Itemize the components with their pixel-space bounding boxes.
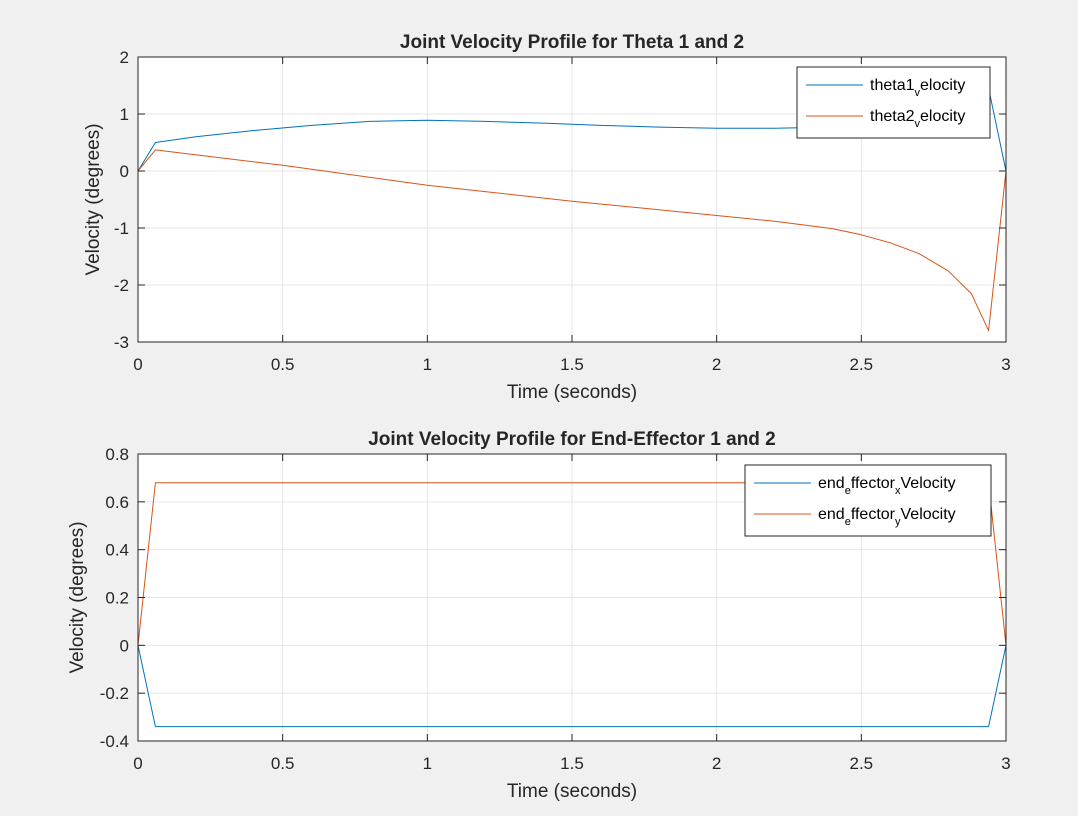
legend-text-part: end bbox=[818, 506, 845, 523]
x-tick-label: 2.5 bbox=[850, 754, 874, 773]
legend-text-part: end bbox=[818, 475, 845, 492]
legend-subscript: v bbox=[914, 87, 920, 99]
series-line-2 bbox=[137, 482, 1007, 646]
x-tick-label: 1.5 bbox=[560, 754, 584, 773]
x-tick-label: 3 bbox=[1001, 754, 1010, 773]
y-tick-label: -0.2 bbox=[100, 684, 129, 703]
subplot-1: 0 0.5 1 1.5 2 2.5 3 -3 -2 -1 0 1 2 Joint Velocity Pro… bbox=[83, 32, 1011, 403]
x-tick-label: 0.5 bbox=[271, 754, 295, 773]
y-tick-label: -2 bbox=[114, 276, 129, 295]
legend-subscript: x bbox=[895, 485, 901, 497]
y-tick-label: 2 bbox=[120, 48, 129, 67]
x-axis-label: Time (seconds) bbox=[507, 382, 637, 403]
legend-subscript: v bbox=[914, 118, 920, 130]
series-line-2 bbox=[137, 149, 1007, 332]
legend-text-part: theta1 bbox=[870, 77, 915, 94]
x-tick-label: 1.5 bbox=[560, 355, 584, 374]
legend-text-part: Velocity bbox=[901, 475, 956, 492]
legend-label-1: endeffectorxVelocity bbox=[818, 475, 956, 497]
x-tick-label: 0 bbox=[133, 355, 142, 374]
legend-text-part: ffector bbox=[851, 506, 896, 523]
y-axis-label: Velocity (degrees) bbox=[83, 123, 104, 275]
legend-text-part: elocity bbox=[920, 77, 965, 94]
y-tick-label: 0.2 bbox=[105, 589, 129, 608]
legend-text-part: elocity bbox=[920, 108, 965, 125]
legend-subscript: e bbox=[845, 485, 851, 497]
x-tick-label: 1 bbox=[423, 754, 432, 773]
x-tick-label: 1 bbox=[423, 355, 432, 374]
y-tick-label: -0.4 bbox=[100, 732, 129, 751]
y-tick-label: 0.4 bbox=[105, 541, 129, 560]
x-tick-label: 2 bbox=[712, 754, 721, 773]
x-tick-label: 0.5 bbox=[271, 355, 295, 374]
legend-text-part: ffector bbox=[851, 475, 896, 492]
legend-subscript: e bbox=[845, 516, 851, 528]
legend-label-1: theta1velocity bbox=[870, 77, 965, 99]
y-tick-label: 0.8 bbox=[105, 445, 129, 464]
legend-box bbox=[796, 66, 991, 139]
y-tick-label: 1 bbox=[120, 105, 129, 124]
y-tick-label: 0.6 bbox=[105, 493, 129, 512]
x-tick-label: 0 bbox=[133, 754, 142, 773]
legend-box bbox=[744, 464, 992, 537]
chart-title: Joint Velocity Profile for End-Effector … bbox=[368, 429, 776, 450]
y-tick-label: -3 bbox=[114, 333, 129, 352]
y-tick-label: 0 bbox=[120, 162, 129, 181]
x-tick-label: 2.5 bbox=[850, 355, 874, 374]
y-tick-label: -1 bbox=[114, 219, 129, 238]
y-axis-label: Velocity (degrees) bbox=[67, 521, 88, 673]
plots: 0 0.5 1 1.5 2 2.5 3 -3 -2 -1 0 1 2 Joint Velocity Pro… bbox=[67, 32, 1011, 802]
subplot-2: 0 0.5 1 1.5 2 2.5 3 -0.4 -0.2 0 0.2 0.4 0.6 0.8 Joint … bbox=[67, 429, 1011, 802]
legend-label-2: theta2velocity bbox=[870, 108, 965, 130]
x-tick-label: 3 bbox=[1001, 355, 1010, 374]
legend-label-2: endeffectoryVelocity bbox=[818, 506, 956, 528]
x-tick-label: 2 bbox=[712, 355, 721, 374]
legend-subscript: y bbox=[895, 516, 901, 528]
y-tick-label: 0 bbox=[120, 636, 129, 655]
series-line-1 bbox=[137, 645, 1007, 728]
legend-text-part: theta2 bbox=[870, 108, 915, 125]
chart-title: Joint Velocity Profile for Theta 1 and 2 bbox=[400, 32, 744, 53]
legend-text-part: Velocity bbox=[901, 506, 956, 523]
x-axis-label: Time (seconds) bbox=[507, 781, 637, 802]
